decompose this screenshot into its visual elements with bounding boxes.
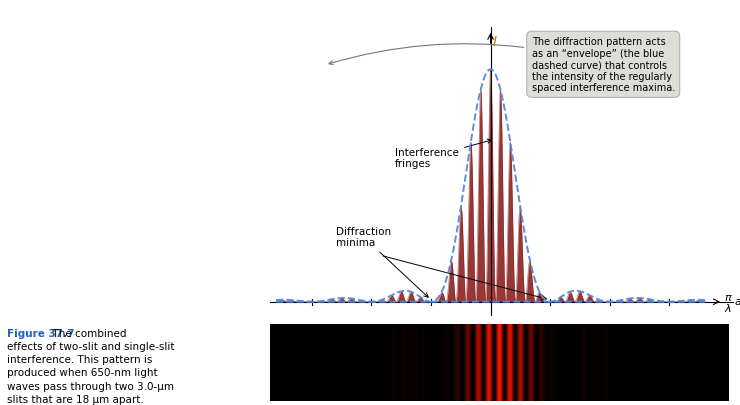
Text: The diffraction pattern acts
as an “envelope” (the blue
dashed curve) that contr: The diffraction pattern acts as an “enve…	[329, 37, 675, 93]
Text: Interference
fringes: Interference fringes	[395, 140, 491, 169]
Text: Diffraction
minima: Diffraction minima	[336, 226, 428, 298]
Text: $\dfrac{\pi}{\lambda}\,a\sin\theta$: $\dfrac{\pi}{\lambda}\,a\sin\theta$	[724, 292, 740, 314]
Text: Figure 37.7: Figure 37.7	[7, 328, 75, 338]
Text: The combined
effects of two-slit and single-slit
interference. This pattern is
p: The combined effects of two-slit and sin…	[7, 328, 175, 404]
Text: $I$: $I$	[492, 35, 498, 49]
